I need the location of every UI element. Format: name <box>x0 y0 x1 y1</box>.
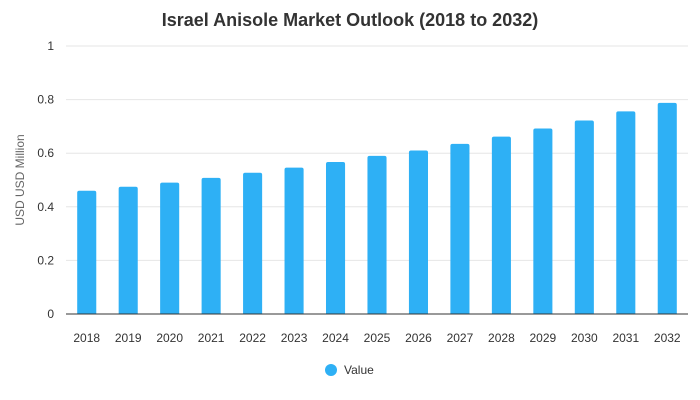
x-tick-label: 2029 <box>530 331 557 345</box>
y-tick-label: 0.8 <box>37 93 54 107</box>
legend-label[interactable]: Value <box>344 363 374 377</box>
bar[interactable] <box>574 120 594 314</box>
x-tick-label: 2020 <box>156 331 183 345</box>
x-tick-label: 2031 <box>612 331 639 345</box>
legend-swatch[interactable] <box>325 364 337 376</box>
bars <box>77 102 677 314</box>
y-tick-label: 0.6 <box>37 146 54 160</box>
y-tick-label: 1 <box>47 39 54 53</box>
bar[interactable] <box>118 186 138 314</box>
bar[interactable] <box>160 182 180 314</box>
bar[interactable] <box>201 177 221 314</box>
x-tick-label: 2021 <box>198 331 225 345</box>
x-tick-label: 2026 <box>405 331 432 345</box>
bar[interactable] <box>325 162 346 314</box>
bar[interactable] <box>284 167 304 314</box>
bar[interactable] <box>616 111 636 314</box>
bar[interactable] <box>491 136 511 314</box>
bar[interactable] <box>450 143 470 314</box>
x-tick-label: 2028 <box>488 331 515 345</box>
x-tick-label: 2030 <box>571 331 598 345</box>
bar[interactable] <box>243 172 263 314</box>
bar[interactable] <box>408 150 429 314</box>
x-tick-label: 2024 <box>322 331 349 345</box>
bar[interactable] <box>533 128 553 314</box>
x-tick-label: 2032 <box>654 331 681 345</box>
bar[interactable] <box>657 102 677 314</box>
y-axis-title: USD USD Million <box>13 134 27 225</box>
x-tick-label: 2023 <box>281 331 308 345</box>
y-tick-label: 0.4 <box>37 200 54 214</box>
legend[interactable]: Value <box>325 363 374 377</box>
chart-title: Israel Anisole Market Outlook (2018 to 2… <box>162 10 538 30</box>
x-tick-label: 2025 <box>364 331 391 345</box>
bar[interactable] <box>77 190 97 314</box>
x-tick-label: 2027 <box>447 331 474 345</box>
y-tick-label: 0 <box>47 307 54 321</box>
x-axis-ticks: 2018 2019 2020 2021 2022 2023 2024 2025 2026 2027… <box>73 331 681 345</box>
y-axis-ticks: 0 0.2 0.4 0.6 0.8 1 <box>37 39 54 321</box>
x-tick-label: 2019 <box>115 331 142 345</box>
x-tick-label: 2018 <box>73 331 100 345</box>
bar[interactable] <box>367 155 387 314</box>
y-tick-label: 0.2 <box>37 253 54 267</box>
x-tick-label: 2022 <box>239 331 266 345</box>
